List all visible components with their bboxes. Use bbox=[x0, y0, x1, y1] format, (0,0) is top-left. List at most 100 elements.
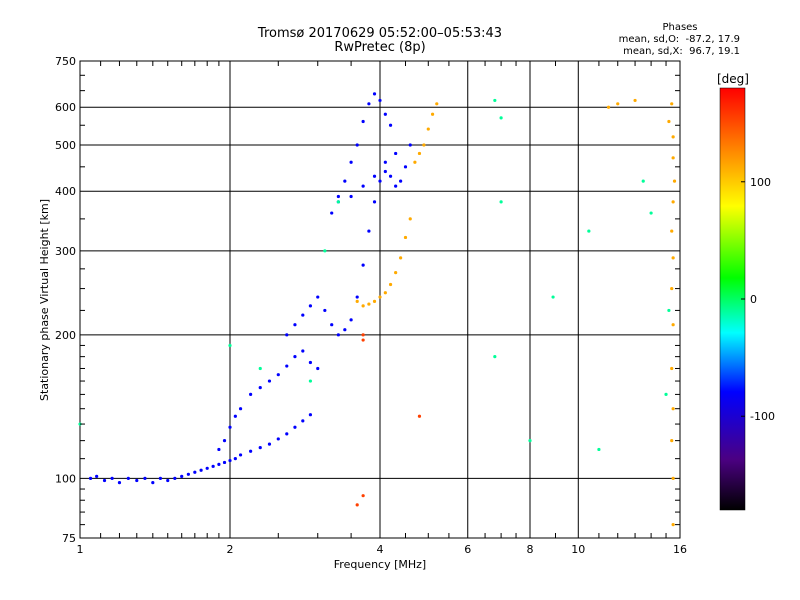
data-point bbox=[672, 179, 677, 183]
data-point bbox=[276, 373, 280, 377]
x-tick-label: 6 bbox=[464, 543, 471, 556]
data-point bbox=[670, 229, 674, 233]
data-point bbox=[355, 143, 359, 147]
data-point bbox=[301, 419, 305, 423]
data-point bbox=[361, 333, 365, 337]
data-point bbox=[616, 102, 620, 106]
data-point bbox=[276, 437, 280, 441]
data-point bbox=[361, 338, 365, 342]
data-point bbox=[233, 457, 237, 461]
data-point bbox=[388, 123, 393, 127]
data-point bbox=[135, 478, 139, 483]
data-point bbox=[186, 472, 190, 476]
y-axis-label: Stationary phase Virtual Height [km] bbox=[38, 199, 51, 401]
data-point bbox=[417, 414, 422, 418]
y-tick-label: 400 bbox=[55, 185, 76, 198]
data-point bbox=[217, 447, 221, 452]
data-point bbox=[228, 343, 232, 348]
data-point bbox=[308, 413, 313, 417]
data-point bbox=[641, 179, 645, 183]
data-point bbox=[670, 439, 674, 443]
data-point bbox=[422, 143, 426, 147]
data-point bbox=[193, 470, 197, 474]
data-point bbox=[258, 446, 262, 450]
data-point bbox=[343, 328, 347, 332]
data-point bbox=[249, 449, 253, 453]
data-point bbox=[388, 174, 393, 178]
data-point bbox=[378, 295, 382, 299]
data-point bbox=[143, 476, 147, 481]
data-point bbox=[367, 229, 371, 233]
data-point bbox=[664, 392, 668, 397]
data-point bbox=[126, 476, 130, 481]
y-tick-label: 75 bbox=[62, 532, 76, 545]
colorbar-label: [deg] bbox=[717, 72, 749, 86]
data-point bbox=[336, 333, 340, 337]
data-point bbox=[110, 476, 114, 481]
chart-subtitle: RwPretec (8p) bbox=[334, 40, 426, 55]
data-point bbox=[383, 160, 387, 164]
data-point bbox=[151, 480, 155, 485]
x-tick-label: 10 bbox=[571, 543, 585, 556]
data-point bbox=[649, 211, 653, 215]
data-point bbox=[670, 366, 674, 371]
data-point bbox=[671, 135, 675, 139]
data-point bbox=[336, 194, 340, 199]
data-point bbox=[367, 102, 371, 106]
data-point bbox=[417, 151, 422, 156]
data-point bbox=[199, 468, 203, 472]
data-point bbox=[667, 308, 671, 313]
data-point bbox=[349, 318, 353, 322]
data-point bbox=[293, 323, 297, 327]
data-point bbox=[323, 249, 327, 253]
data-point bbox=[372, 174, 377, 178]
data-point bbox=[355, 295, 359, 299]
data-point bbox=[597, 447, 601, 452]
data-point bbox=[361, 184, 365, 188]
chart-title: Tromsø 20170629 05:52:00–05:53:43 bbox=[257, 26, 503, 41]
data-point bbox=[587, 229, 591, 233]
x-tick-label: 16 bbox=[673, 543, 687, 556]
data-point bbox=[372, 299, 377, 304]
data-point bbox=[267, 442, 272, 446]
data-point bbox=[388, 282, 393, 287]
data-point bbox=[355, 299, 359, 304]
data-point bbox=[408, 217, 412, 221]
data-point bbox=[205, 466, 209, 470]
data-point bbox=[158, 476, 163, 481]
data-point bbox=[336, 200, 340, 204]
data-point bbox=[301, 349, 305, 353]
data-point bbox=[493, 355, 497, 359]
data-point bbox=[258, 366, 262, 371]
data-point bbox=[551, 295, 555, 299]
grid bbox=[80, 61, 680, 538]
data-point bbox=[435, 102, 439, 106]
data-point bbox=[670, 102, 674, 106]
colorbar bbox=[719, 87, 746, 511]
data-point bbox=[316, 295, 320, 299]
data-point bbox=[95, 474, 99, 478]
x-axis-label: Frequency [MHz] bbox=[334, 558, 426, 571]
y-tick-label: 200 bbox=[55, 329, 76, 342]
data-point bbox=[211, 464, 215, 468]
x-tick-label: 1 bbox=[77, 543, 84, 556]
data-point bbox=[238, 453, 243, 457]
x-tick-label: 2 bbox=[227, 543, 234, 556]
data-point bbox=[671, 523, 675, 527]
data-point bbox=[330, 211, 334, 215]
colorbar-tick-label: -100 bbox=[750, 410, 775, 423]
data-point bbox=[180, 474, 184, 478]
y-tick-label: 600 bbox=[55, 101, 76, 114]
colorbar-ticks: 100 0 -100 bbox=[741, 176, 775, 423]
data-point bbox=[166, 478, 170, 483]
data-point bbox=[102, 478, 107, 483]
data-point bbox=[117, 480, 122, 485]
data-point bbox=[408, 143, 412, 147]
data-point bbox=[499, 116, 503, 120]
data-point bbox=[361, 263, 365, 267]
data-point bbox=[173, 476, 177, 481]
data-point bbox=[249, 392, 253, 397]
data-point bbox=[222, 439, 227, 443]
data-point bbox=[308, 304, 313, 308]
